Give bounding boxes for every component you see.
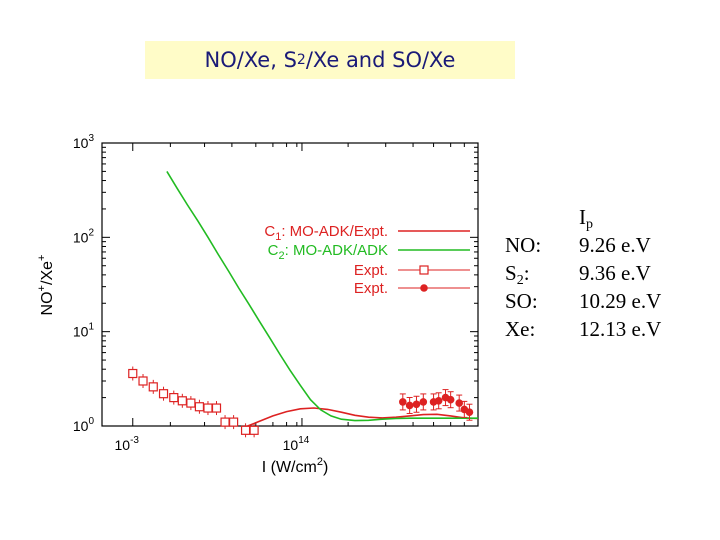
open-square-point: [138, 376, 148, 386]
y-tick-label: 102: [73, 227, 95, 245]
open-square-point: [148, 382, 158, 392]
legend-filled-circle-marker: [420, 284, 428, 292]
filled-circle-point: [434, 396, 443, 405]
slide-title: NO/Xe, S 2/Xe and SO/Xe: [145, 41, 515, 79]
y-tick-label: 100: [73, 416, 95, 434]
open-square-point: [211, 403, 222, 413]
ip-row-val-1: 9.26 e.V: [579, 233, 651, 257]
filled-circle-point: [412, 400, 421, 409]
y-axis-label: NO+/Xe+: [36, 255, 56, 316]
ip-row-val-3: 10.29 e.V: [579, 289, 662, 313]
ip-row-mol-2: S2:: [505, 261, 530, 288]
y-tick-label: 103: [73, 133, 95, 151]
open-square-point: [240, 425, 251, 435]
filled-circle-point: [405, 401, 414, 410]
x-axis-label: I (W/cm2): [262, 456, 329, 476]
ip-header: Ip: [579, 205, 593, 232]
plot-frame: [101, 142, 479, 427]
open-square-point: [194, 402, 205, 412]
open-square-point: [128, 368, 138, 379]
series-layer: [128, 170, 478, 438]
open-square-point: [203, 403, 213, 413]
ip-row-mol-1: NO:: [505, 233, 542, 257]
open-square-point: [229, 417, 239, 427]
legend-label: Expt.: [354, 262, 388, 279]
series-line-2: [166, 170, 478, 422]
filled-circle-point: [419, 398, 428, 406]
title-part1: NO/Xe, S: [204, 48, 297, 72]
legend-label: Expt.: [354, 280, 388, 297]
open-square-point: [249, 425, 259, 435]
x-tick-label: 1014: [283, 435, 310, 453]
legend-open-square-marker: [419, 265, 429, 275]
ip-row-mol-4: Xe:: [505, 317, 536, 341]
series-line-1: [245, 407, 478, 426]
y-tick-label: 101: [73, 322, 95, 340]
legend-label: C2: MO-ADK/ADK: [268, 242, 388, 262]
legend-label: C1: MO-ADK/Expt.: [264, 223, 388, 243]
x-tick-label: 10-3: [115, 435, 140, 453]
open-square-point: [169, 393, 179, 403]
y-axis-ticks: 100 101 102 103: [73, 133, 478, 434]
open-square-point: [177, 396, 187, 406]
filled-circle-point: [465, 408, 474, 417]
filled-circle-point: [399, 398, 407, 406]
ip-row-val-2: 9.36 e.V: [579, 261, 651, 285]
filled-circle-point: [446, 395, 455, 404]
filled-circle-point: [455, 399, 464, 407]
open-square-point: [220, 417, 230, 427]
open-square-point: [186, 398, 196, 408]
title-part2: /Xe and SO/Xe: [305, 48, 456, 72]
ip-row-val-4: 12.13 e.V: [579, 317, 662, 341]
ip-row-mol-3: SO:: [505, 289, 538, 313]
open-square-point: [158, 389, 169, 399]
